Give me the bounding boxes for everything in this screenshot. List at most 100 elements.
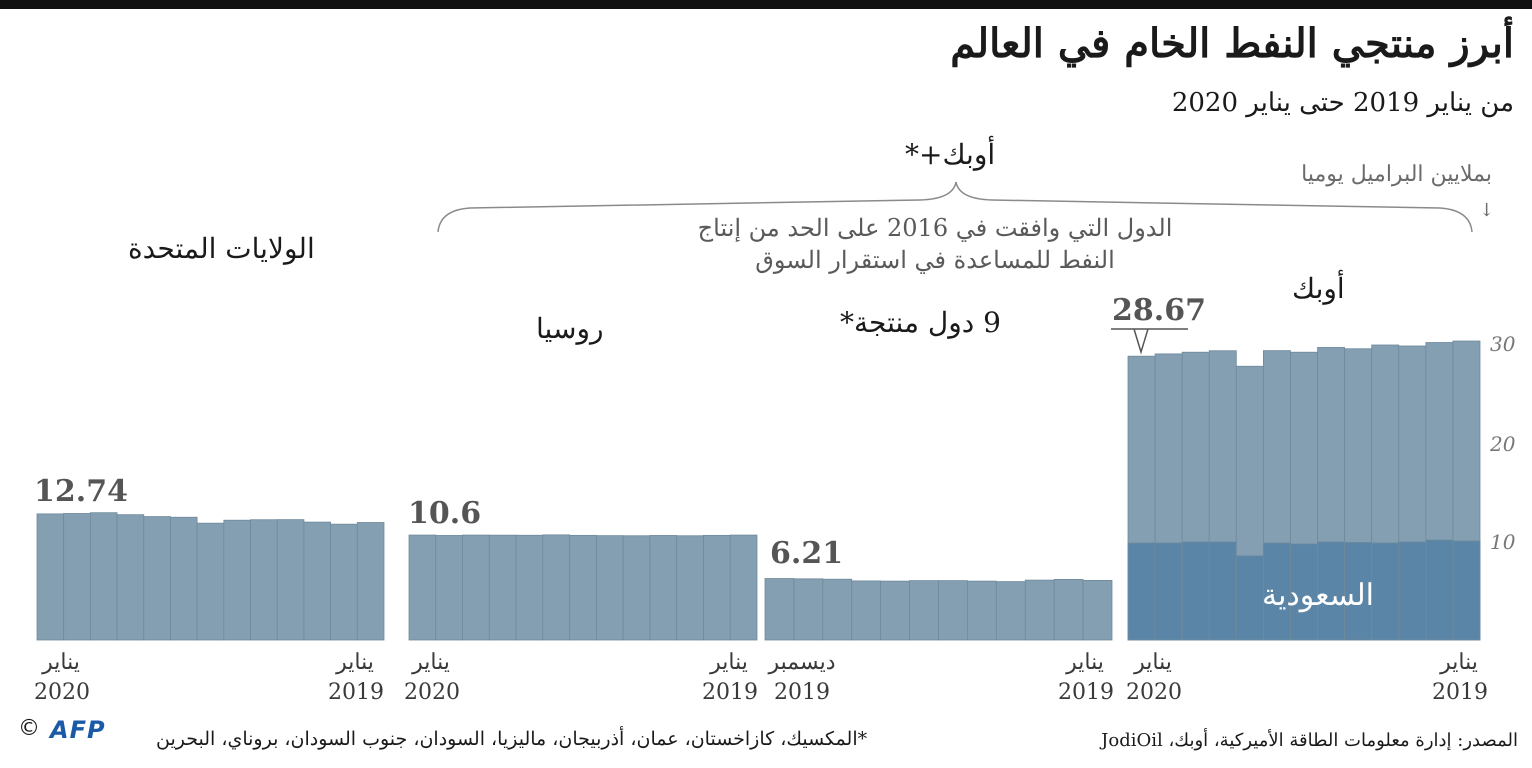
opec-plus-bracket bbox=[437, 181, 1473, 233]
usa-bar-2019-06 bbox=[223, 519, 251, 641]
copyright-icon: © bbox=[18, 716, 40, 741]
russia-bar-2019-07 bbox=[569, 534, 597, 641]
unit-arrow-icon: ↓ bbox=[1479, 200, 1495, 221]
russia-bar-2019-11 bbox=[462, 534, 490, 641]
nine-bar-2019-07 bbox=[909, 580, 939, 641]
usa-bar-2019-03 bbox=[303, 521, 332, 641]
y-tick-20: 20 bbox=[1490, 432, 1516, 456]
russia-end-axis-label: يناير 2019 bbox=[702, 648, 758, 708]
saudi-bar-2019-04 bbox=[1371, 542, 1400, 641]
nine-bar-2019-02 bbox=[1053, 579, 1084, 641]
russia-start-year: 2020 bbox=[404, 680, 460, 705]
russia-end-month: يناير bbox=[710, 650, 748, 675]
saudi-bar-2019-07 bbox=[1290, 543, 1318, 641]
usa-bar-2019-02 bbox=[330, 523, 358, 641]
opec-plus-description: الدول التي وافقت في 2016 على الحد من إنت… bbox=[690, 212, 1180, 276]
nine-bar-2019-03 bbox=[1024, 579, 1055, 641]
afp-logo: AFP bbox=[50, 716, 106, 744]
russia-bar-2019-06 bbox=[595, 535, 624, 641]
saudi-bar-2019-08 bbox=[1262, 542, 1291, 641]
nine-producers-end-axis-label: يناير 2019 bbox=[1058, 648, 1114, 708]
usa-bar-2019-10 bbox=[116, 514, 145, 641]
usa-bar-2019-01 bbox=[356, 522, 385, 641]
nine-producers-end-year: 2019 bbox=[1058, 680, 1114, 705]
nine-bar-2019-11 bbox=[793, 578, 824, 641]
footnote: *المكسيك، كازاخستان، عمان، أذربيجان، مال… bbox=[156, 728, 868, 750]
page-subtitle: من يناير 2019 حتى يناير 2020 bbox=[1171, 88, 1514, 118]
y-tick-30: 30 bbox=[1490, 332, 1516, 356]
russia-bar-2019-08 bbox=[542, 534, 571, 641]
nine-bar-2019-12 bbox=[764, 578, 795, 641]
russia-start-axis-label: يناير 2020 bbox=[404, 648, 460, 708]
russia-bar-2019-04 bbox=[649, 535, 678, 641]
opec-start-axis-label: يناير 2020 bbox=[1126, 648, 1182, 708]
usa-end-month: يناير bbox=[336, 650, 374, 675]
russia-end-year: 2019 bbox=[702, 680, 758, 705]
opec-value-label: 28.67 bbox=[1112, 293, 1206, 328]
russia-value-label: 10.6 bbox=[408, 496, 482, 531]
saudi-bar-2020-01 bbox=[1127, 542, 1156, 641]
usa-start-month: يناير bbox=[42, 650, 80, 675]
nine-producers-start-month: ديسمبر bbox=[768, 650, 836, 675]
nine-producers-start-axis-label: ديسمبر 2019 bbox=[766, 648, 838, 708]
russia-bar-2019-01 bbox=[729, 534, 758, 641]
y-tick-10: 10 bbox=[1490, 530, 1516, 554]
russia-bar-2019-10 bbox=[488, 534, 517, 641]
opec-end-month: يناير bbox=[1440, 650, 1478, 675]
usa-bar-2019-04 bbox=[276, 519, 305, 641]
saudi-bar-2019-11 bbox=[1181, 541, 1210, 641]
saudi-bar-2019-02 bbox=[1425, 539, 1454, 641]
opec-end-axis-label: يناير 2019 bbox=[1432, 648, 1488, 708]
nine-producers-label: 9 دول منتجة* bbox=[840, 306, 1001, 339]
russia-bar-2019-12 bbox=[435, 535, 463, 641]
usa-end-year: 2019 bbox=[328, 680, 384, 705]
usa-bar-2019-05 bbox=[250, 519, 278, 641]
top-bar bbox=[0, 0, 1532, 9]
russia-bar-2019-09 bbox=[515, 534, 544, 641]
nine-producers-end-month: يناير bbox=[1066, 650, 1104, 675]
usa-value-label: 12.74 bbox=[34, 474, 128, 509]
usa-bar-2019-07 bbox=[196, 522, 225, 641]
saudi-bar-2019-10 bbox=[1208, 541, 1237, 641]
opec-end-year: 2019 bbox=[1432, 680, 1488, 705]
opec-plus-title: أوبك+* bbox=[905, 138, 996, 171]
nine-bar-2019-01 bbox=[1082, 580, 1113, 641]
saudi-label: السعودية bbox=[1262, 578, 1375, 613]
russia-bar-2019-05 bbox=[622, 535, 651, 641]
saudi-bar-2019-12 bbox=[1154, 542, 1183, 641]
opec-value-callout bbox=[1111, 328, 1188, 355]
usa-bar-2019-09 bbox=[143, 516, 171, 641]
opec-plus-description-line2: النفط للمساعدة في استقرار السوق bbox=[755, 246, 1115, 274]
unit-label: بملايين البراميل يوميا bbox=[1301, 162, 1492, 187]
usa-start-axis-label: يناير 2020 bbox=[34, 648, 90, 708]
opec-plus-description-line1: الدول التي وافقت في 2016 على الحد من إنت… bbox=[697, 214, 1173, 242]
nine-bar-2019-09 bbox=[851, 580, 882, 641]
nine-bar-2019-08 bbox=[880, 580, 910, 641]
usa-label: الولايات المتحدة bbox=[128, 232, 315, 265]
nine-producers-start-year: 2019 bbox=[774, 680, 830, 705]
russia-bar-2019-02 bbox=[703, 534, 731, 641]
russia-bar-2019-03 bbox=[676, 535, 704, 641]
usa-start-year: 2020 bbox=[34, 680, 90, 705]
saudi-bar-2019-01 bbox=[1452, 540, 1481, 641]
russia-start-month: يناير bbox=[412, 650, 450, 675]
nine-bar-2019-10 bbox=[822, 578, 853, 641]
saudi-bar-2019-06 bbox=[1317, 541, 1346, 641]
nine-bar-2019-06 bbox=[938, 580, 968, 641]
page-title: أبرز منتجي النفط الخام في العالم bbox=[950, 20, 1514, 67]
nine-producers-value-label: 6.21 bbox=[770, 536, 844, 571]
nine-bar-2019-05 bbox=[967, 580, 997, 641]
russia-label: روسيا bbox=[536, 312, 604, 345]
russia-bar-2020-01 bbox=[408, 534, 437, 641]
opec-label: أوبك bbox=[1292, 272, 1345, 305]
usa-bar-2019-08 bbox=[170, 516, 198, 641]
opec-start-month: يناير bbox=[1134, 650, 1172, 675]
saudi-bar-2019-03 bbox=[1398, 541, 1427, 641]
nine-bar-2019-04 bbox=[995, 581, 1026, 641]
source-note: المصدر: إدارة معلومات الطاقة الأميركية، … bbox=[1101, 730, 1518, 751]
usa-end-axis-label: يناير 2019 bbox=[328, 648, 384, 708]
opec-start-year: 2020 bbox=[1126, 680, 1182, 705]
saudi-bar-2019-09 bbox=[1235, 555, 1264, 641]
usa-bar-2019-11 bbox=[89, 512, 118, 641]
